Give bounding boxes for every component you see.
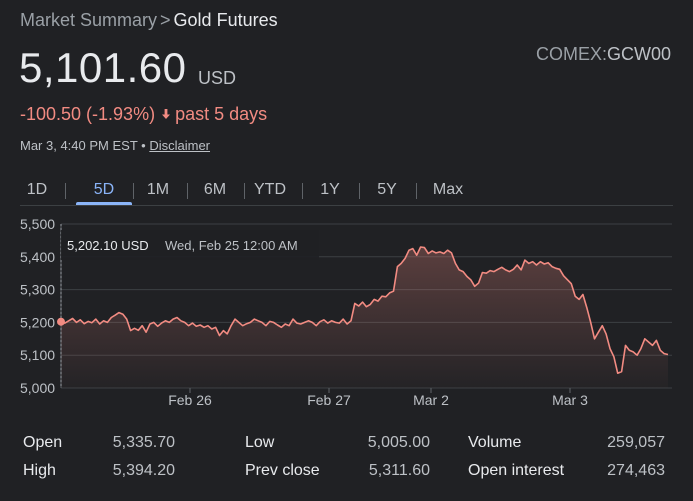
quote-timestamp: Mar 3, 4:40 PM EST • Disclaimer [20,138,210,153]
breadcrumb: Market Summary > Gold Futures [20,10,278,31]
x-tick-label: Mar 3 [552,392,588,408]
price-currency: USD [198,68,237,88]
stat-value-prev-close: 5,311.60 [368,462,430,479]
stat-value-high: 5,394.20 [112,462,175,479]
y-tick-label: 5,000 [20,380,55,396]
breadcrumb-current: Gold Futures [173,10,278,30]
stat-label-open-interest: Open interest [468,462,565,479]
range-tabs: 1D 5D 1M 6M YTD 1Y 5Y Max [0,176,693,206]
change-value: -100.50 (-1.93%) [20,104,156,124]
stat-label-low: Low [245,434,275,451]
change-period: past 5 days [175,104,268,124]
tab-max[interactable]: Max [432,181,464,198]
x-tick-label: Mar 2 [413,392,449,408]
price-chart[interactable]: 5,500 5,400 5,300 5,200 5,100 5,000 Feb 26 Feb … [0,200,693,418]
tab-ytd[interactable]: YTD [254,181,286,198]
y-tick-label: 5,100 [20,347,55,363]
stat-label-volume: Volume [468,434,522,451]
exchange-ticker: COMEX:GCW00 [536,44,671,65]
stat-value-volume: 259,057 [607,434,665,451]
x-tick-label: Feb 26 [168,392,212,408]
bullet-separator: • [141,138,146,153]
stat-label-high: High [23,462,56,479]
selected-point-marker [57,317,65,326]
x-tick-label: Feb 27 [307,392,351,408]
timestamp-text: Mar 3, 4:40 PM EST [20,138,138,153]
tab-separator [358,183,360,199]
y-tick-label: 5,300 [20,282,55,298]
tab-separator [65,183,66,199]
tab-6m[interactable]: 6M [203,181,227,198]
current-price: 5,101.60 [19,44,187,91]
breadcrumb-separator: > [160,10,171,30]
tab-1m[interactable]: 1M [146,181,170,198]
tab-1y[interactable]: 1Y [320,181,340,198]
tab-separator [415,183,417,199]
tab-separator [132,183,134,199]
tooltip-time: Wed, Feb 25 12:00 AM [165,238,298,253]
stat-value-low: 5,005.00 [367,434,430,451]
tab-5d[interactable]: 5D [93,181,115,198]
stat-label-open: Open [23,434,63,451]
tab-separator [186,183,188,199]
tab-separator [243,183,245,199]
disclaimer-link[interactable]: Disclaimer [149,138,211,153]
breadcrumb-parent-link[interactable]: Market Summary [20,10,158,30]
tooltip-box [61,230,319,260]
tab-separator [301,183,303,199]
y-tick-label: 5,200 [20,314,55,330]
y-tick-label: 5,500 [20,216,55,232]
tab-5y[interactable]: 5Y [377,181,397,198]
stat-value-open-interest: 274,463 [607,462,665,479]
tabs-divider [20,205,673,206]
stat-value-open: 5,335.70 [112,434,175,451]
series-line [60,246,669,374]
active-tab-indicator [76,202,132,205]
stat-label-prev-close: Prev close [245,462,320,479]
series-area [61,247,668,388]
price-change: -100.50 (-1.93%) past 5 days [20,104,267,125]
key-stats: Open 5,335.70 High 5,394.20 Low 5,005.00 Prev … [0,428,693,488]
y-tick-label: 5,400 [20,249,55,265]
ticker-symbol: GCW00 [606,44,671,64]
tab-1d[interactable]: 1D [26,181,48,198]
arrow-down-icon [161,104,171,125]
exchange-market: COMEX: [535,44,607,64]
tooltip-value: 5,202.10 USD [67,238,149,253]
